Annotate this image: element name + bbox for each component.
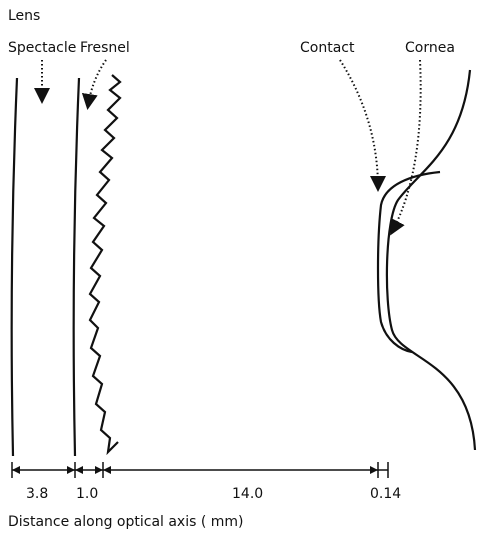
dimension-label: 0.14: [370, 486, 401, 502]
label-spectacle: Spectacle: [8, 40, 76, 56]
cornea: [385, 69, 477, 451]
label-cornea: Cornea: [405, 40, 455, 56]
contact-lens: [376, 170, 441, 354]
arrow-cornea: [390, 59, 422, 236]
dimension-label: 3.8: [26, 486, 48, 502]
arrow-fresnel: [81, 59, 107, 110]
axis-label: Distance along optical axis ( mm): [8, 514, 244, 530]
spectacle-back: [72, 77, 81, 457]
dimension-label: 14.0: [232, 486, 263, 502]
dimension-label: 1.0: [76, 486, 98, 502]
spectacle-front: [10, 77, 19, 457]
header: Lens: [8, 8, 40, 24]
fresnel-lens: [88, 74, 122, 456]
label-fresnel: Fresnel: [80, 40, 130, 56]
dimension-line: [11, 462, 389, 478]
label-contact: Contact: [300, 40, 355, 56]
arrow-contact: [339, 59, 386, 192]
